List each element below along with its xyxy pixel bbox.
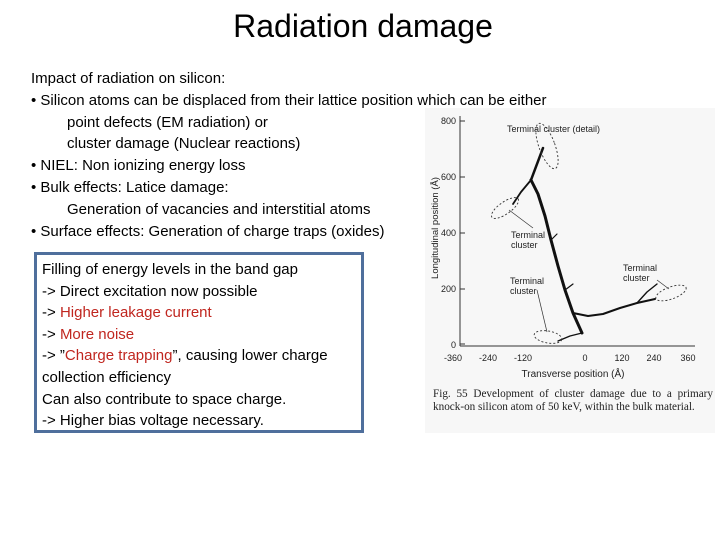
x-tick: 360 (680, 353, 695, 363)
y-tick: 800 (441, 116, 456, 126)
terminal-cluster-right-label: Terminal (623, 263, 657, 273)
more-noise-text: More noise (59, 325, 135, 343)
y-tick: 600 (441, 172, 456, 182)
x-tick: 240 (646, 353, 661, 363)
arrow-prefix: -> (42, 304, 60, 322)
box-line: -> More noise (42, 324, 355, 346)
x-tick: -240 (479, 353, 497, 363)
intro-line: Impact of radiation on silicon: (31, 70, 226, 87)
point-defects-line: point defects (EM radiation) or (67, 113, 268, 131)
cluster-damage-figure: 800 600 400 200 0 -360 -240 -120 0 120 2… (425, 108, 715, 433)
x-tick: -120 (514, 353, 532, 363)
x-tick: -360 (444, 353, 462, 363)
terminal-cluster-left-outline (490, 197, 520, 219)
x-axis-label: Transverse position (Å) (522, 367, 625, 380)
terminal-cluster-mid-label: Terminal (510, 276, 544, 286)
box-line: collection efficiency (42, 368, 171, 386)
y-tick: 400 (441, 228, 456, 238)
slide-title: Radiation damage (233, 8, 493, 44)
figure-background (425, 108, 715, 433)
y-axis-label: Longitudinal position (Å) (430, 177, 441, 279)
x-tick: 120 (614, 353, 629, 363)
bullet-surface-effects: • Surface effects: Generation of charge … (31, 222, 385, 240)
box-line: -> ”Charge trapping”, causing lower char… (42, 345, 355, 367)
box-line: -> Higher bias voltage necessary. (42, 412, 264, 430)
cluster-damage-line: cluster damage (Nuclear reactions) (67, 135, 301, 153)
box-line: -> Direct excitation now possible (42, 282, 258, 300)
leakage-current-text: Higher leakage current (59, 304, 212, 322)
terminal-cluster-detail-label: Terminal cluster (detail) (507, 124, 600, 134)
bullet-bulk-effects: • Bulk effects: Latice damage: (31, 178, 229, 196)
charge-trapping-text: Charge trapping (64, 347, 173, 365)
bullet-displacement: • Silicon atoms can be displaced from th… (31, 91, 547, 109)
box-line: Filling of energy levels in the band gap (42, 261, 298, 278)
terminal-cluster-left-label: Terminal (511, 230, 545, 240)
terminal-cluster-right-outline (655, 284, 687, 302)
box-line: -> Higher leakage current (42, 302, 355, 324)
box-line-suffix: ”, causing lower charge (172, 347, 328, 365)
figure-caption: Fig. 55 Development of cluster damage du… (433, 388, 713, 413)
y-tick: 200 (441, 284, 456, 294)
terminal-cluster-mid-label: cluster (510, 286, 537, 296)
arrow-prefix: -> ” (42, 347, 65, 365)
bullet-text: Impact of radiation on silicon: • Silico… (31, 68, 547, 242)
box-line: Can also contribute to space charge. (42, 390, 287, 408)
effects-box: Filling of energy levels in the band gap… (34, 252, 364, 433)
y-tick: 0 (451, 340, 456, 350)
terminal-cluster-right-label: cluster (623, 273, 650, 283)
bullet-niel: • NIEL: Non ionizing energy loss (31, 157, 246, 175)
x-tick: 0 (582, 353, 587, 363)
terminal-cluster-left-label: cluster (511, 240, 538, 250)
vacancies-line: Generation of vacancies and interstitial… (67, 200, 371, 218)
arrow-prefix: -> (42, 325, 60, 343)
terminal-cluster-mid-outline (533, 330, 563, 344)
